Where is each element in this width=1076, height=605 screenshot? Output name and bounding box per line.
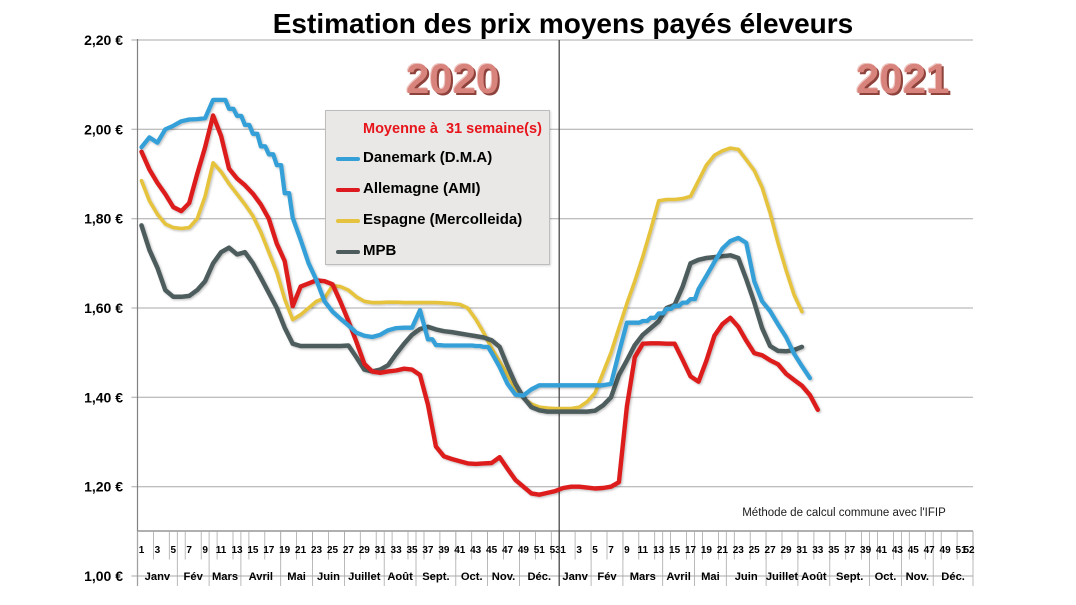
svg-text:15: 15 [669,545,681,556]
svg-text:11: 11 [638,545,649,556]
svg-text:21: 21 [295,545,307,556]
svg-text:Fév: Fév [184,571,204,583]
svg-text:49: 49 [940,545,952,556]
svg-text:52: 52 [963,545,975,556]
svg-text:33: 33 [391,545,403,556]
svg-text:Juin: Juin [317,571,340,583]
svg-text:Nov.: Nov. [492,571,515,583]
svg-text:39: 39 [860,545,872,556]
svg-text:Juillet: Juillet [766,571,799,583]
svg-text:51: 51 [956,545,968,556]
svg-text:45: 45 [486,545,498,556]
svg-text:Déc.: Déc. [941,571,965,583]
svg-text:17: 17 [685,545,697,556]
svg-text:15: 15 [247,545,259,556]
svg-text:1,20 €: 1,20 € [84,479,123,495]
svg-text:43: 43 [892,545,904,556]
svg-text:1: 1 [560,545,566,556]
svg-text:Mars: Mars [630,571,656,583]
svg-text:43: 43 [470,545,482,556]
svg-text:Oct.: Oct. [875,571,897,583]
svg-text:29: 29 [780,545,792,556]
svg-text:Août: Août [801,571,827,583]
svg-text:Janv: Janv [145,571,171,583]
svg-text:7: 7 [608,545,614,556]
svg-text:51: 51 [534,545,546,556]
svg-text:27: 27 [343,545,355,556]
svg-text:Juin: Juin [735,571,758,583]
svg-text:37: 37 [422,545,434,556]
svg-text:39: 39 [438,545,450,556]
svg-text:Déc.: Déc. [527,571,551,583]
svg-text:Août: Août [387,571,413,583]
svg-text:41: 41 [876,545,888,556]
svg-text:31: 31 [375,545,387,556]
svg-text:41: 41 [454,545,466,556]
svg-text:45: 45 [908,545,920,556]
svg-text:23: 23 [733,545,745,556]
svg-text:17: 17 [263,545,275,556]
svg-text:Mai: Mai [701,571,720,583]
svg-text:1,60 €: 1,60 € [84,300,123,316]
svg-text:5: 5 [592,545,598,556]
svg-text:9: 9 [624,545,630,556]
svg-text:13: 13 [231,545,243,556]
svg-text:Janv: Janv [562,571,588,583]
svg-text:Avril: Avril [666,571,690,583]
svg-text:35: 35 [406,545,418,556]
svg-text:3: 3 [576,545,582,556]
svg-text:1,00 €: 1,00 € [84,568,123,584]
svg-text:Nov.: Nov. [906,571,929,583]
svg-text:2,20 €: 2,20 € [84,32,123,48]
svg-text:Avril: Avril [249,571,273,583]
svg-text:3: 3 [155,545,161,556]
svg-text:23: 23 [311,545,323,556]
svg-text:19: 19 [279,545,291,556]
svg-text:25: 25 [327,545,339,556]
svg-text:Sept.: Sept. [422,571,449,583]
svg-text:19: 19 [701,545,713,556]
svg-text:29: 29 [359,545,371,556]
svg-text:Sept.: Sept. [836,571,863,583]
svg-text:Juillet: Juillet [348,571,381,583]
svg-text:47: 47 [502,545,514,556]
svg-text:Mars: Mars [212,571,238,583]
svg-text:35: 35 [828,545,840,556]
svg-text:25: 25 [749,545,761,556]
svg-text:47: 47 [924,545,936,556]
svg-text:1,40 €: 1,40 € [84,389,123,405]
svg-text:53: 53 [550,545,562,556]
svg-text:1: 1 [139,545,145,556]
svg-text:Mai: Mai [287,571,306,583]
svg-text:33: 33 [812,545,824,556]
svg-text:2,00 €: 2,00 € [84,121,123,137]
svg-text:13: 13 [653,545,665,556]
svg-text:Oct.: Oct. [461,571,483,583]
svg-text:Fév: Fév [597,571,617,583]
svg-text:1,80 €: 1,80 € [84,211,123,227]
svg-text:37: 37 [844,545,856,556]
svg-text:49: 49 [518,545,530,556]
svg-text:11: 11 [216,545,227,556]
svg-text:21: 21 [717,545,729,556]
svg-text:27: 27 [765,545,777,556]
svg-text:31: 31 [796,545,808,556]
svg-text:5: 5 [171,545,177,556]
svg-text:9: 9 [202,545,208,556]
svg-text:7: 7 [186,545,192,556]
